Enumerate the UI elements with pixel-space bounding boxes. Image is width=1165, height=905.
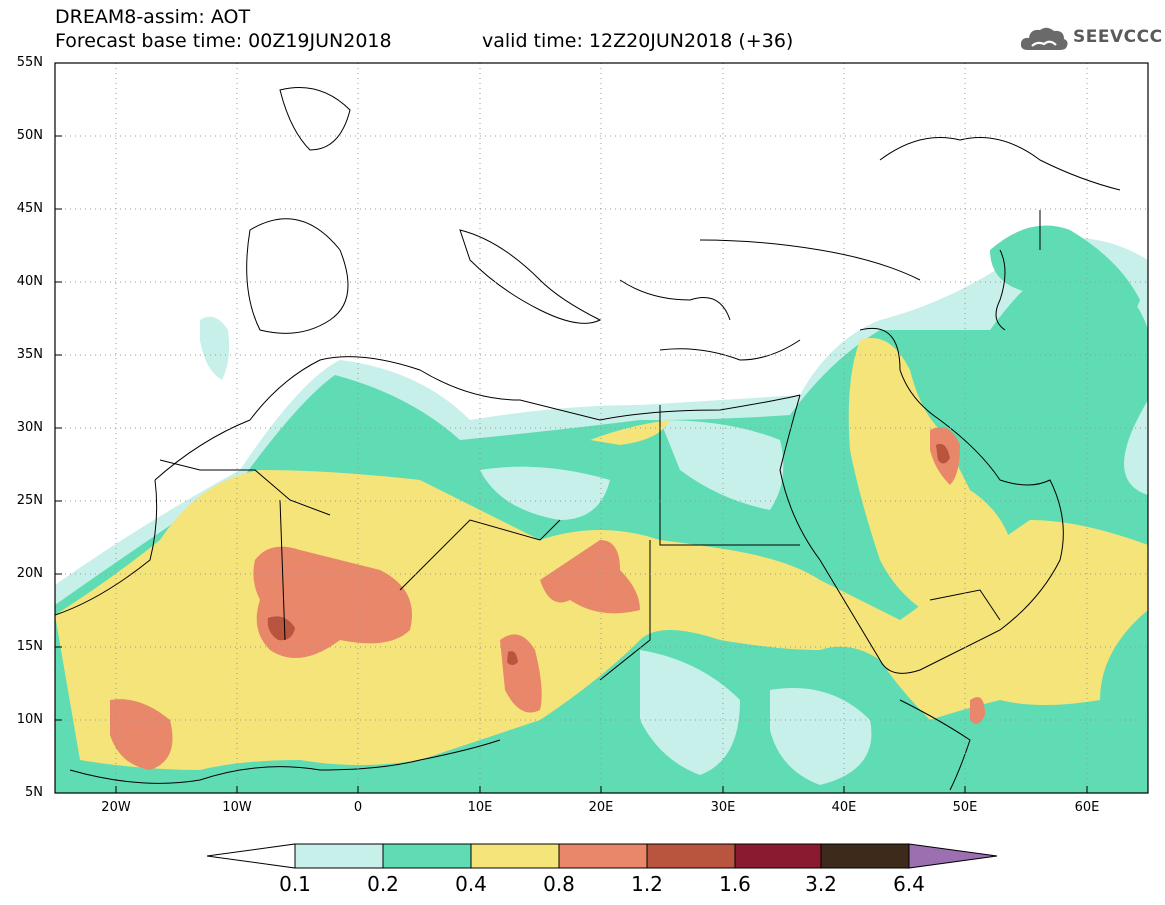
aot-band-1.2-kuwait bbox=[936, 443, 950, 464]
colorbar-label: 0.8 bbox=[543, 872, 575, 896]
aot-patch-light-sudan bbox=[640, 650, 740, 775]
grid bbox=[55, 63, 1148, 793]
lat-label-50N: 50N bbox=[16, 128, 43, 143]
lat-label-15N: 15N bbox=[16, 639, 43, 654]
aot-patch-light-egypt bbox=[660, 420, 784, 510]
lat-label-5N: 5N bbox=[25, 785, 43, 800]
seevccc-logo: SEEVCCC bbox=[1018, 24, 1162, 54]
colorbar-label: 1.6 bbox=[719, 872, 751, 896]
colorbar-bin-3.2 bbox=[820, 843, 910, 869]
lon-label-10E: 10E bbox=[467, 800, 493, 815]
lat-label-25N: 25N bbox=[16, 493, 43, 508]
colorbar-high-arrow bbox=[908, 843, 998, 869]
aot-band-0.4-sahara-n bbox=[590, 420, 670, 445]
aot-band-0.8-guinea bbox=[110, 699, 173, 770]
aot-patch-light-libya bbox=[480, 466, 610, 520]
lat-label-40N: 40N bbox=[16, 274, 43, 289]
colorbar-label: 0.4 bbox=[455, 872, 487, 896]
lon-label-60E: 60E bbox=[1074, 800, 1100, 815]
colorbar-label: 6.4 bbox=[893, 872, 925, 896]
lat-label-45N: 45N bbox=[16, 201, 43, 216]
colorbar-label: 0.1 bbox=[279, 872, 311, 896]
lon-label-30E: 30E bbox=[710, 800, 736, 815]
aot-band-1.2-nigeria bbox=[507, 651, 518, 665]
colorbar-bin-0.1 bbox=[294, 843, 384, 869]
aot-band-0.2-east bbox=[990, 225, 1140, 323]
axis-ticks bbox=[55, 62, 1088, 793]
lat-label-30N: 30N bbox=[16, 420, 43, 435]
colorbar-label: 1.2 bbox=[631, 872, 663, 896]
lat-label-20N: 20N bbox=[16, 566, 43, 581]
aot-contours bbox=[55, 225, 1148, 793]
map-title: DREAM8-assim: AOT bbox=[55, 6, 251, 28]
aot-band-0.8-chad bbox=[540, 540, 640, 614]
colorbar-label: 3.2 bbox=[805, 872, 837, 896]
forecast-base-time: Forecast base time: 00Z19JUN2018 bbox=[55, 30, 392, 52]
lon-label-10W: 10W bbox=[222, 800, 252, 815]
colorbar-bin-0.2 bbox=[382, 843, 472, 869]
colorbar-bin-1.2 bbox=[646, 843, 736, 869]
lat-label-55N: 55N bbox=[16, 55, 43, 70]
lon-label-40E: 40E bbox=[831, 800, 857, 815]
aot-band-0.1-north bbox=[200, 316, 230, 380]
cloud-icon bbox=[1020, 27, 1068, 50]
colorbar-bin-0.8 bbox=[558, 843, 648, 869]
colorbar bbox=[206, 843, 998, 869]
aot-patch-light-ethiopia bbox=[770, 688, 872, 785]
colorbar-label: 0.2 bbox=[367, 872, 399, 896]
aot-band-0.8-yemen bbox=[970, 697, 985, 724]
logo-text: SEEVCCC bbox=[1073, 27, 1163, 47]
lon-label-0: 0 bbox=[353, 800, 363, 815]
lat-label-35N: 35N bbox=[16, 347, 43, 362]
coastlines bbox=[55, 87, 1121, 791]
aot-band-0.4-arabia bbox=[848, 338, 1010, 620]
lon-label-20W: 20W bbox=[101, 800, 131, 815]
colorbar-bin-0.4 bbox=[470, 843, 560, 869]
lon-label-50E: 50E bbox=[952, 800, 978, 815]
lon-label-20E: 20E bbox=[588, 800, 614, 815]
colorbar-low-arrow bbox=[206, 843, 296, 869]
lat-label-10N: 10N bbox=[16, 712, 43, 727]
colorbar-bin-1.6 bbox=[734, 843, 822, 869]
aot-band-0.4 bbox=[55, 470, 1148, 770]
aot-band-1.2-mali bbox=[267, 616, 295, 641]
valid-time: valid time: 12Z20JUN2018 (+36) bbox=[482, 30, 794, 52]
